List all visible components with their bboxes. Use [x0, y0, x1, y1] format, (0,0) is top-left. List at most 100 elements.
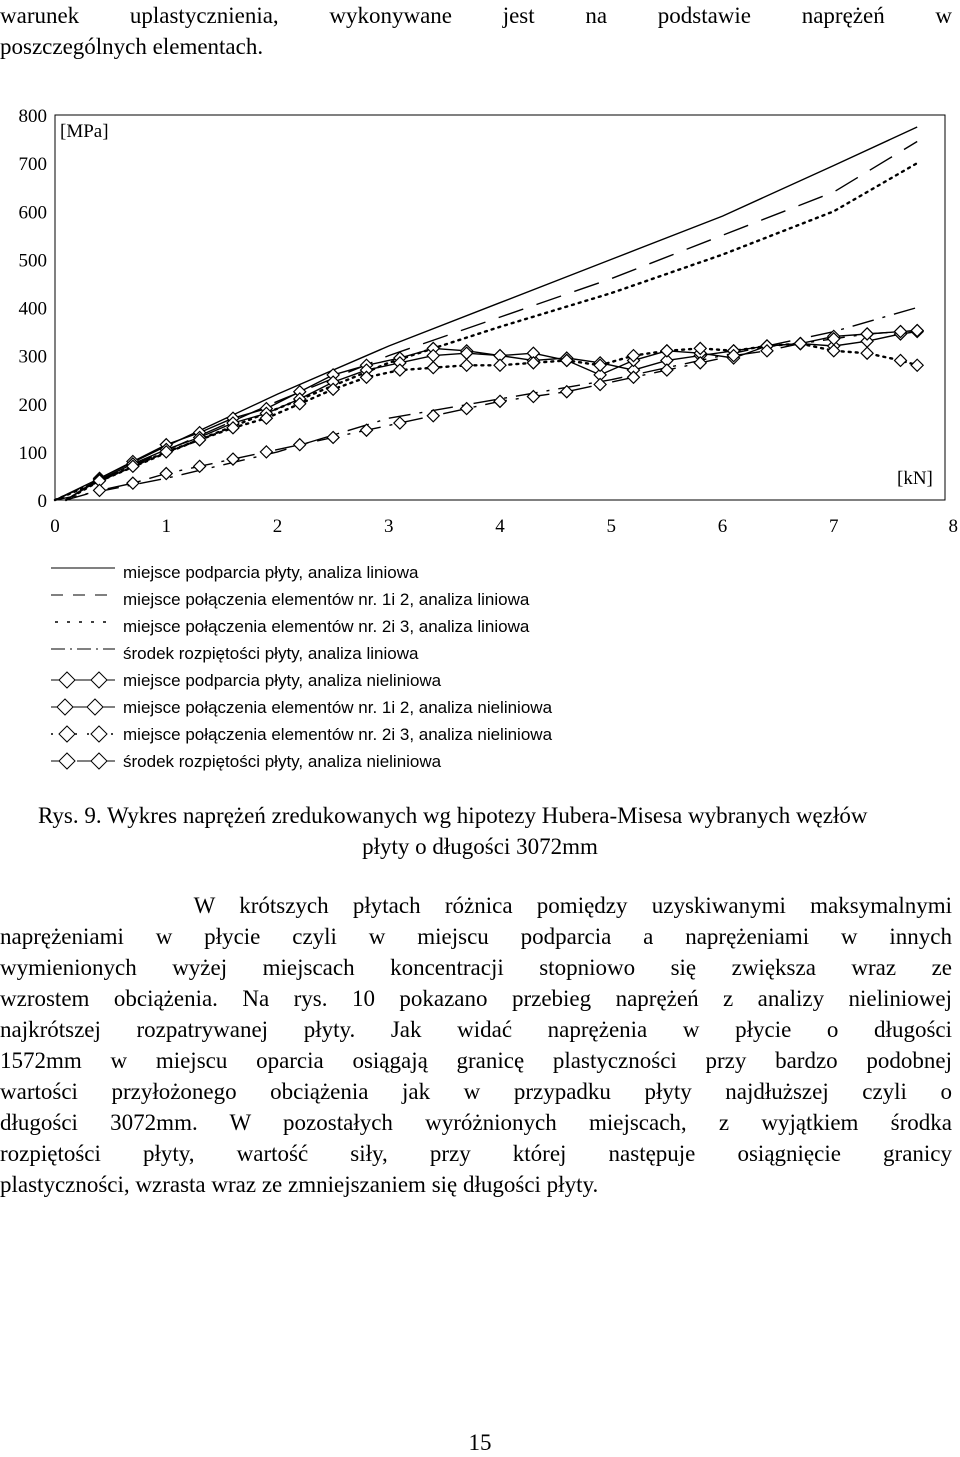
body-line: wzrostem obciążenia. Na rys. 10 pokazano…	[0, 986, 952, 1011]
legend-label: miejsce połączenia elementów nr. 2i 3, a…	[123, 725, 553, 744]
data-point	[159, 466, 174, 481]
data-point	[426, 408, 441, 423]
data-point	[860, 327, 874, 341]
data-point	[292, 396, 307, 411]
body-line: długości 3072mm. W pozostałych wyróżnion…	[0, 1110, 952, 1135]
legend-swatch-solid-diamond	[51, 671, 115, 689]
data-point	[192, 459, 207, 474]
data-point	[826, 343, 841, 358]
series-line	[65, 329, 918, 501]
data-point	[326, 382, 340, 397]
series-line	[53, 161, 919, 502]
body-line: W krótszych płytach różnica pomiędzy uzy…	[0, 893, 952, 918]
series-4	[65, 323, 925, 501]
data-point	[910, 358, 925, 373]
y-tick-label: 800	[19, 106, 48, 127]
legend-label: miejsce podparcia płyty, analiza liniowa	[123, 563, 419, 582]
legend-swatch-dotted	[55, 621, 115, 623]
series-line	[65, 329, 918, 501]
y-tick-label: 200	[19, 395, 48, 416]
data-point	[526, 355, 541, 370]
data-point	[660, 343, 674, 358]
legend-item: miejsce podparcia płyty, analiza liniowa	[45, 560, 745, 587]
data-point	[860, 346, 874, 361]
data-point	[292, 437, 307, 452]
caption-line: płyty o długości 3072mm	[362, 834, 598, 859]
data-point	[426, 360, 441, 375]
y-tick-label: 300	[19, 347, 48, 368]
body-line: 1572mm w miejscu oparcia osiągają granic…	[0, 1048, 952, 1073]
data-point	[259, 411, 274, 426]
data-point	[559, 384, 574, 399]
data-point	[259, 445, 274, 459]
data-point	[559, 353, 574, 368]
page-number: 15	[468, 1430, 492, 1455]
x-unit-label: [kN]	[897, 468, 933, 489]
legend-label: środek rozpiętości płyty, analiza nielin…	[123, 752, 442, 771]
y-tick-label: 400	[19, 299, 48, 320]
series-line	[64, 342, 919, 502]
stress-chart-svg: [MPa] [kN] 0 100 200 300 400 500 600 700 800 0 1 2 3…	[19, 106, 959, 537]
body-line: plastyczności, wzrasta wraz ze zmniejsza…	[0, 1172, 599, 1197]
y-tick-label: 700	[19, 154, 48, 175]
data-point	[593, 358, 607, 373]
x-tick-label: 6	[718, 516, 728, 537]
caption-line: Rys. 9. Wykres naprężeń zredukowanych wg…	[38, 803, 868, 828]
y-tick-label: 600	[19, 202, 48, 223]
legend-swatch-dotted-diamond	[51, 725, 115, 743]
legend-item: miejsce połączenia elementów nr. 2i 3, a…	[45, 614, 745, 641]
legend-swatch-dashdot	[51, 648, 115, 650]
data-point	[226, 420, 240, 435]
legend-item: środek rozpiętości płyty, analiza liniow…	[45, 641, 745, 668]
data-point	[693, 355, 708, 370]
data-point	[326, 430, 340, 445]
data-point	[393, 416, 407, 430]
legend-item: miejsce podparcia płyty, analiza nielini…	[45, 668, 745, 695]
x-tick-label: 3	[384, 516, 394, 537]
legend-swatch-dashdot-diamond	[51, 752, 115, 770]
data-point	[526, 389, 541, 404]
series-line	[65, 330, 918, 501]
stress-chart: [MPa] [kN] 0 100 200 300 400 500 600 700 800 0 1 2 3…	[0, 95, 960, 545]
intro-paragraph: warunek uplastycznienia, wykonywane jest…	[0, 0, 952, 62]
body-line: naprężeniami w płycie czyli w miejscu po…	[0, 924, 952, 949]
series-0	[54, 126, 918, 501]
body-line: rozpiętości płyty, wartość siły, przy kt…	[0, 1141, 952, 1166]
legend-label: środek rozpiętości płyty, analiza liniow…	[123, 644, 419, 663]
body-line: wymienionych wyżej miejscach koncentracj…	[0, 955, 952, 980]
data-point	[493, 394, 507, 409]
data-point	[359, 423, 374, 438]
legend-item: miejsce połączenia elementów nr. 1i 2, a…	[45, 695, 745, 722]
data-point	[459, 358, 474, 373]
legend-label: miejsce połączenia elementów nr. 1i 2, a…	[123, 698, 553, 717]
legend-item: miejsce połączenia elementów nr. 2i 3, a…	[45, 722, 745, 749]
data-point	[693, 341, 708, 356]
data-point	[726, 348, 741, 363]
x-tick-label: 7	[829, 516, 839, 537]
data-point	[910, 323, 925, 338]
data-point	[459, 401, 474, 416]
data-point	[893, 324, 908, 339]
data-point	[760, 343, 774, 358]
legend-item: środek rozpiętości płyty, analiza nielin…	[45, 749, 745, 776]
body-paragraph: W krótszych płytach różnica pomiędzy uzy…	[0, 890, 952, 1200]
x-tick-label: 8	[949, 516, 959, 537]
figure-caption: Rys. 9. Wykres naprężeń zredukowanych wg…	[0, 800, 960, 862]
data-point	[226, 452, 240, 466]
x-tick-label: 0	[50, 516, 60, 537]
data-point	[126, 476, 140, 491]
x-tick-label: 4	[495, 516, 505, 537]
series-5	[65, 324, 925, 501]
data-point	[192, 432, 207, 447]
legend-label: miejsce podparcia płyty, analiza nielini…	[123, 671, 442, 690]
data-point	[393, 363, 407, 377]
legend-label: miejsce połączenia elementów nr. 2i 3, a…	[123, 617, 530, 636]
intro-line: warunek uplastycznienia, wykonywane jest…	[0, 3, 952, 28]
series-line	[54, 126, 918, 501]
body-line: najkrótszej rozpatrywanej płyty. Jak wid…	[0, 1017, 952, 1042]
plot-frame	[54, 114, 946, 501]
data-point	[92, 483, 107, 498]
legend-swatch-longdash	[51, 594, 115, 596]
legend-item: miejsce połączenia elementów nr. 1i 2, a…	[45, 587, 745, 614]
data-point	[626, 370, 641, 385]
